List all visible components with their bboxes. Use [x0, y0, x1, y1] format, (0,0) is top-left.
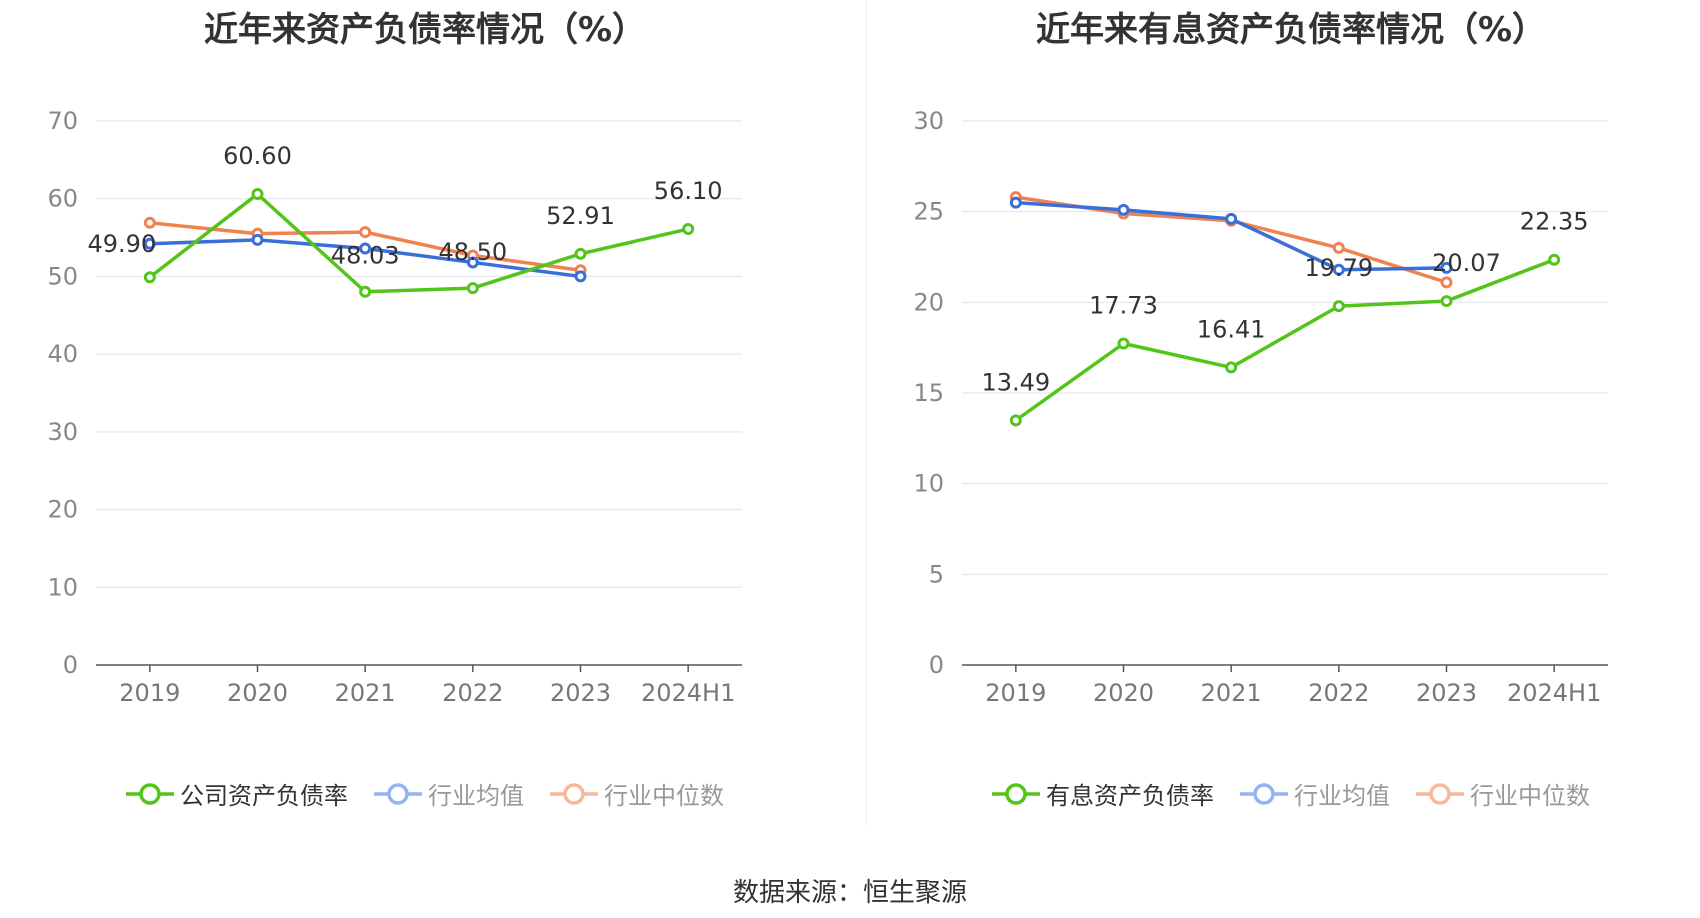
data-label: 22.35 — [1520, 208, 1589, 236]
x-tick-label: 2021 — [1201, 679, 1262, 707]
series-line — [1015, 200, 1447, 272]
data-point[interactable] — [1225, 212, 1238, 225]
panel-divider — [866, 0, 867, 825]
legend-label: 有息资产负债率 — [1046, 782, 1214, 810]
legend-item[interactable]: 行业中位数 — [550, 776, 724, 811]
x-tick-label: 2023 — [1416, 679, 1477, 707]
y-tick-label: 30 — [913, 107, 944, 135]
y-tick-label: 25 — [913, 198, 944, 226]
data-point[interactable] — [466, 256, 479, 269]
chart-panel-interest-bearing: 近年来有息资产负债率情况（%） 0 5 10 15 20 25 30 2019 2020 2021… — [866, 0, 1700, 820]
line-chart-interest-bearing: 0 5 10 15 20 25 30 2019 2020 2021 2022 2023 2024H1 13… — [913, 107, 1608, 707]
data-point[interactable] — [466, 282, 479, 295]
x-tick-label: 2023 — [550, 679, 611, 707]
data-label: 16.41 — [1197, 315, 1266, 343]
x-tick-label: 2022 — [1308, 679, 1369, 707]
y-tick-label: 0 — [929, 651, 944, 679]
data-label: 19.79 — [1304, 254, 1373, 282]
y-tick-label: 10 — [47, 573, 78, 601]
data-point[interactable] — [1548, 253, 1561, 266]
data-point[interactable] — [143, 216, 156, 229]
data-point[interactable] — [251, 188, 264, 201]
legend-label: 行业均值 — [428, 782, 524, 810]
legend-item[interactable]: 公司资产负债率 — [126, 776, 348, 811]
data-point[interactable] — [1117, 337, 1130, 350]
data-point[interactable] — [1225, 361, 1238, 374]
data-label: 56.10 — [654, 177, 723, 205]
data-point[interactable] — [1440, 261, 1453, 274]
data-point[interactable] — [251, 233, 264, 246]
y-tick-label: 15 — [913, 379, 944, 407]
y-tick-label: 70 — [47, 107, 78, 135]
data-point[interactable] — [359, 242, 372, 255]
x-tick-label: 2022 — [442, 679, 503, 707]
data-label: 60.60 — [223, 142, 292, 170]
data-point[interactable] — [574, 247, 587, 260]
legend-item[interactable]: 行业均值 — [374, 776, 524, 811]
data-label: 20.07 — [1432, 249, 1501, 277]
data-point[interactable] — [682, 223, 695, 236]
legend-item[interactable]: 有息资产负债率 — [992, 776, 1214, 811]
line-chart-asset-liability: 0 10 20 30 40 50 60 70 2019 2020 2021 2022 2023 2024H… — [47, 107, 742, 707]
data-label: 48.03 — [331, 242, 400, 270]
data-source-note: 数据来源：恒生聚源 — [732, 878, 967, 908]
y-tick-label: 40 — [47, 340, 78, 368]
chart-legend: 有息资产负债率 行业均值 行业中位数 — [866, 776, 1700, 811]
legend-item[interactable]: 行业均值 — [1240, 776, 1390, 811]
legend-swatch-icon — [550, 782, 598, 805]
x-tick-label: 2020 — [1093, 679, 1154, 707]
series-line — [148, 192, 689, 294]
data-point[interactable] — [1440, 295, 1453, 308]
data-point[interactable] — [359, 226, 372, 239]
legend-swatch-icon — [992, 782, 1040, 805]
y-tick-label: 30 — [47, 418, 78, 446]
data-point[interactable] — [359, 285, 372, 298]
legend-label: 行业中位数 — [1470, 782, 1590, 810]
legend-label: 行业均值 — [1294, 782, 1390, 810]
chart-legend: 公司资产负债率 行业均值 行业中位数 — [0, 776, 850, 811]
data-point[interactable] — [1332, 263, 1345, 276]
legend-label: 行业中位数 — [604, 782, 724, 810]
y-tick-label: 50 — [47, 262, 78, 290]
legend-swatch-icon — [1416, 782, 1464, 805]
y-tick-label: 60 — [47, 185, 78, 213]
legend-label: 公司资产负债率 — [180, 782, 348, 810]
data-label: 17.73 — [1089, 291, 1158, 319]
legend-swatch-icon — [374, 782, 422, 805]
y-tick-label: 10 — [913, 470, 944, 498]
chart-panel-asset-liability: 近年来资产负债率情况（%） 0 10 20 30 40 50 60 70 2019 2020 202… — [0, 0, 850, 820]
x-tick-label: 2020 — [227, 679, 288, 707]
x-tick-label: 2024H1 — [1507, 679, 1601, 707]
data-label: 13.49 — [981, 368, 1050, 396]
y-tick-label: 5 — [929, 560, 944, 588]
data-label: 49.90 — [87, 230, 156, 258]
data-point[interactable] — [143, 271, 156, 284]
x-tick-label: 2021 — [335, 679, 396, 707]
x-tick-label: 2024H1 — [641, 679, 735, 707]
data-point[interactable] — [1009, 196, 1022, 209]
series-line — [1014, 258, 1555, 422]
legend-swatch-icon — [126, 782, 174, 805]
y-tick-label: 0 — [63, 651, 78, 679]
data-point[interactable] — [1009, 414, 1022, 427]
y-tick-label: 20 — [913, 288, 944, 316]
x-tick-label: 2019 — [985, 679, 1046, 707]
data-point[interactable] — [1332, 241, 1345, 254]
data-point[interactable] — [143, 237, 156, 250]
legend-swatch-icon — [1240, 782, 1288, 805]
data-point[interactable] — [574, 270, 587, 283]
y-tick-label: 20 — [47, 496, 78, 524]
chart-title: 近年来资产负债率情况（%） — [203, 10, 647, 50]
data-label: 48.50 — [438, 238, 507, 266]
legend-item[interactable]: 行业中位数 — [1416, 776, 1590, 811]
chart-title: 近年来有息资产负债率情况（%） — [1035, 10, 1547, 50]
data-point[interactable] — [1440, 276, 1453, 289]
data-point[interactable] — [1117, 203, 1130, 216]
data-label: 52.91 — [546, 202, 615, 230]
x-tick-label: 2019 — [119, 679, 180, 707]
data-point[interactable] — [1332, 300, 1345, 313]
